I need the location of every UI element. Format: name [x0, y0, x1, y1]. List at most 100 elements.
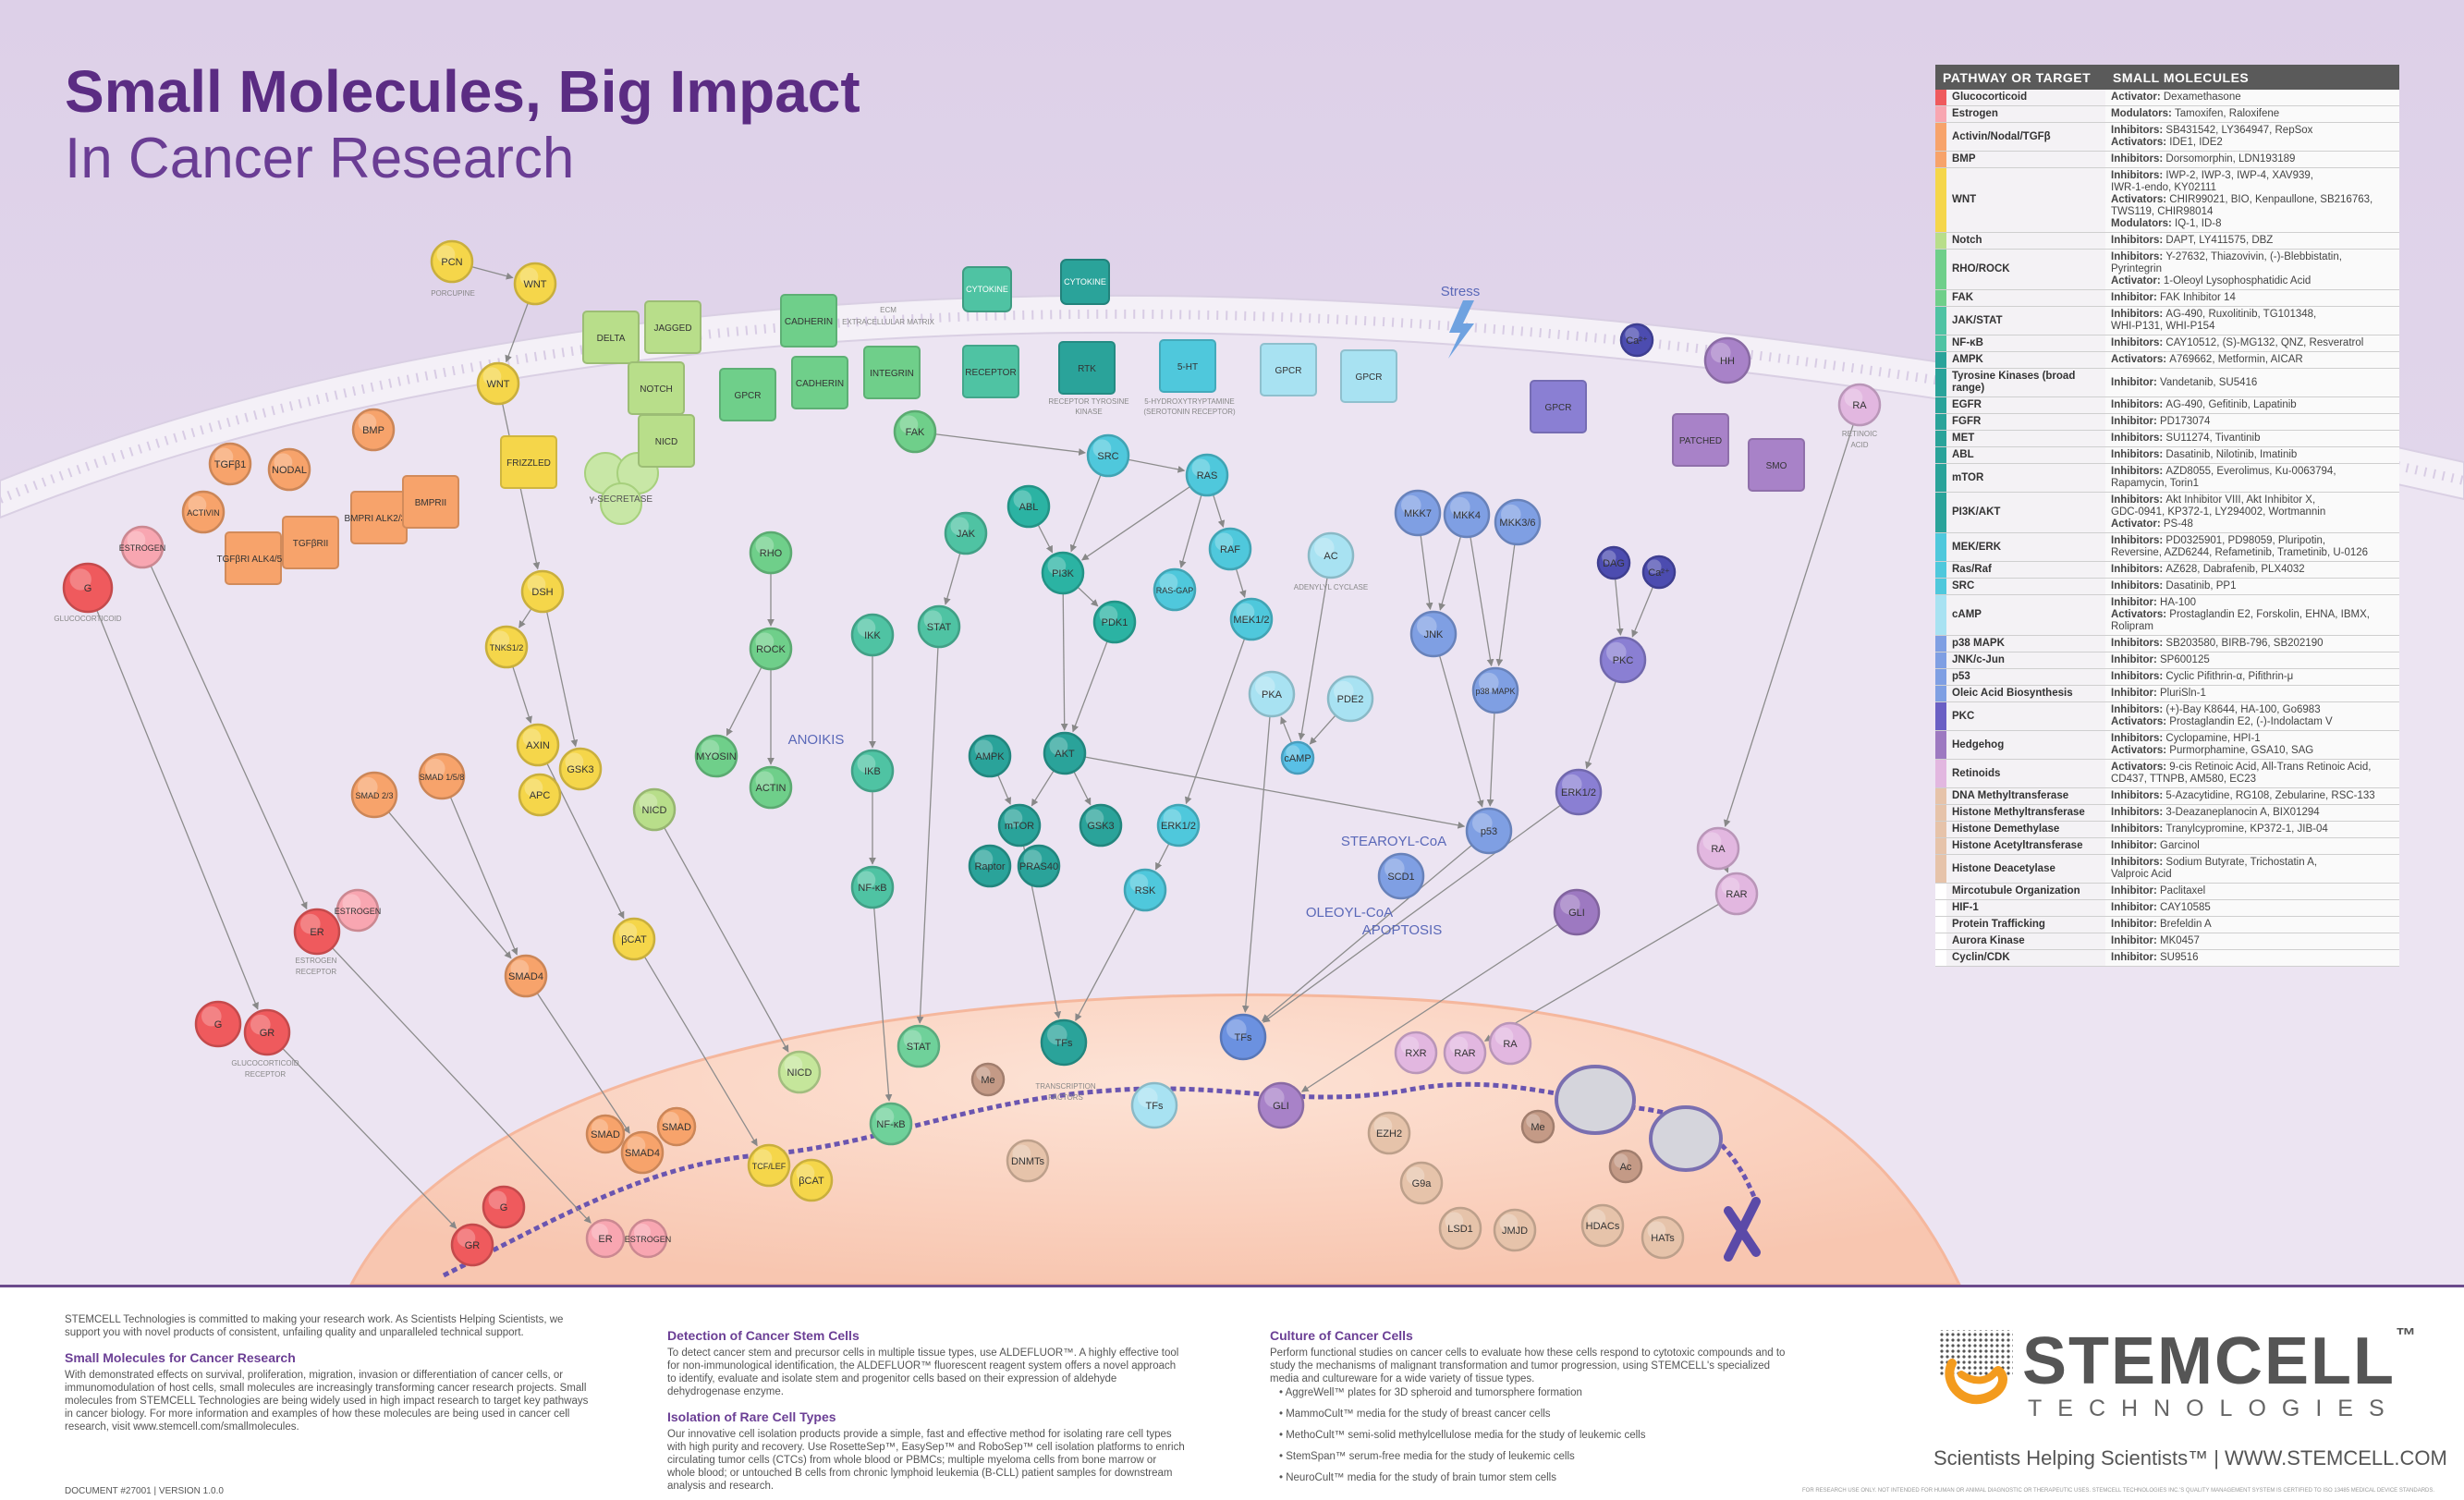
row-pathway: SRC — [1946, 578, 2105, 595]
table-row: WNT Inhibitors: IWP-2, IWP-3, IWP-4, XAV9… — [1935, 167, 2399, 233]
receptor-shape — [644, 300, 701, 354]
node-label: ROCK — [756, 644, 786, 655]
pathway-edge — [1631, 586, 1654, 638]
node-erk12a: ERK1/2 — [1156, 803, 1201, 848]
node-ac: AC — [1307, 531, 1355, 579]
row-molecules: Inhibitor: CAY10585 — [2105, 899, 2399, 917]
table-row: Histone Deacetylase Inhibitors: Sodium Bu… — [1935, 854, 2399, 884]
table-row: DNA Methyltransferase Inhibitors: 5-Azacy… — [1935, 787, 2399, 805]
annotation: KINASE — [1075, 408, 1102, 416]
receptor-label: FRIZZLED — [506, 458, 551, 469]
receptor: RTK — [1058, 341, 1116, 395]
node-circle — [1229, 597, 1274, 641]
table-row: Glucocorticoid Activator: Dexamethasone — [1935, 90, 2399, 106]
node-label: PKC — [1613, 655, 1634, 666]
node-pdk1: PDK1 — [1092, 600, 1137, 644]
row-color-swatch — [1935, 561, 1946, 579]
node-circle — [516, 723, 560, 767]
receptor-label: CADHERIN — [785, 317, 833, 327]
receptor-label: TGFβRI ALK4/5/7 — [216, 555, 290, 565]
receptor-label: RTK — [1078, 364, 1096, 374]
receptor-label: BMPRII — [415, 498, 446, 508]
row-color-swatch — [1935, 701, 1946, 731]
node-circle — [749, 765, 793, 810]
node-label: ERK1/2 — [1561, 787, 1596, 799]
node-label: NICD — [787, 1067, 812, 1079]
stemcell-logo-icon — [1939, 1330, 2013, 1405]
node-circle — [482, 1185, 526, 1229]
receptor-shape — [1672, 413, 1729, 467]
logo-subtitle: TECHNOLOGIES — [2028, 1396, 2400, 1421]
node-label: MKK4 — [1453, 510, 1481, 521]
pathway-edge — [1037, 524, 1054, 554]
node-circle — [520, 569, 565, 614]
node-pkc: PKC — [1599, 636, 1647, 684]
receptor-shape — [1530, 380, 1587, 433]
node-label: APC — [530, 790, 551, 801]
ligand-label: CYTOKINE — [966, 285, 1008, 294]
footer-col1-heading: Small Molecules for Cancer Research — [65, 1350, 296, 1365]
row-color-swatch — [1935, 492, 1946, 533]
pathway-edge — [1486, 712, 1495, 807]
node-label: HATs — [1651, 1233, 1675, 1244]
node-ezh2: EZH2 — [1367, 1111, 1411, 1155]
node-circle — [612, 917, 656, 961]
table-header-molecules: SMALL MOLECULES — [2105, 65, 2399, 90]
receptor: FRIZZLED — [500, 435, 557, 489]
node-circle — [351, 408, 396, 452]
node-src: SRC — [1086, 433, 1130, 478]
node-nodal: NODAL — [267, 447, 311, 492]
pathway-edge — [916, 646, 939, 1024]
node-smad158: SMAD 1/5/8 — [418, 752, 466, 800]
ligand-shape — [1060, 259, 1110, 305]
node-circle — [1079, 803, 1123, 848]
pathway-edge — [1300, 923, 1559, 1092]
pathway-edge — [1060, 592, 1068, 731]
table-row: Cyclin/CDK Inhibitor: SU9516 — [1935, 949, 2399, 967]
pathway-edge — [944, 552, 961, 605]
row-pathway: Glucocorticoid — [1946, 90, 2105, 106]
table-row: p38 MAPK Inhibitors: SB203580, BIRB-796, … — [1935, 635, 2399, 652]
pathway-edge — [471, 266, 514, 280]
node-circle — [484, 625, 529, 669]
node-wnt2: WNT — [476, 361, 520, 406]
node-circle — [513, 262, 557, 306]
annotation: 5-HYDROXYTRYPTAMINE — [1144, 397, 1235, 406]
node-ikb: IKB — [850, 749, 895, 793]
table-row: Tyrosine Kinases (broad range) Inhibitor:… — [1935, 368, 2399, 397]
row-molecules: Inhibitors: Cyclopamine, HPI-1 Activators… — [2105, 730, 2399, 760]
logo-tagline[interactable]: Scientists Helping Scientists™ | WWW.STE… — [1933, 1446, 2447, 1470]
node-camp: cAMP — [1280, 740, 1315, 775]
node-dnmts: DNMTs — [1006, 1139, 1050, 1183]
pathway-edge — [873, 907, 893, 1102]
row-color-swatch — [1935, 933, 1946, 950]
pathway-edge — [518, 608, 532, 628]
node-smad_n1: SMAD — [585, 1114, 626, 1154]
node-rho: RHO — [749, 530, 793, 575]
row-color-swatch — [1935, 804, 1946, 822]
footer: STEMCELL Technologies is committed to ma… — [0, 1285, 2464, 1500]
node-label: NODAL — [272, 465, 307, 476]
receptor-shape — [1340, 349, 1397, 403]
annotation: ADENYLYL CYCLASE — [1294, 583, 1368, 591]
table-row: Mircotubule Organization Inhibitor: Pacli… — [1935, 883, 2399, 900]
receptor-label: DELTA — [597, 334, 626, 344]
node-circle — [1307, 531, 1355, 579]
node-label: GSK3 — [1087, 821, 1114, 832]
node-label: SCD1 — [1387, 872, 1414, 883]
node-circle — [747, 1143, 791, 1188]
node-gli1: GLI — [1553, 888, 1601, 936]
node-pi3k: PI3K — [1041, 551, 1085, 595]
row-pathway: p53 — [1946, 668, 2105, 686]
table-row: Histone Methyltransferase Inhibitors: 3-D… — [1935, 804, 2399, 822]
node-circle — [1086, 433, 1130, 478]
node-circle — [970, 1062, 1006, 1097]
receptor-label: NICD — [655, 437, 677, 447]
table-row: PKC Inhibitors: (+)-Bay K8644, HA-100, Go… — [1935, 701, 2399, 731]
node-rock: ROCK — [749, 627, 793, 671]
node-mtor: mTOR — [997, 803, 1042, 848]
row-molecules: Inhibitor: SP600125 — [2105, 652, 2399, 669]
node-label: Me — [1531, 1122, 1544, 1133]
node-label: ABL — [1019, 502, 1039, 513]
receptor-label: GPCR — [1356, 372, 1383, 383]
